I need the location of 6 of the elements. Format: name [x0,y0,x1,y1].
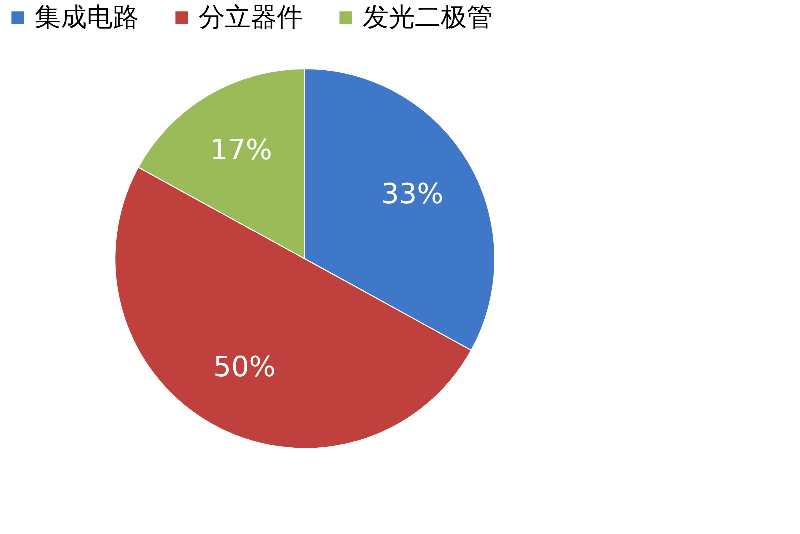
data-label: 50% [214,350,276,384]
legend-label: 分立器件 [199,3,303,33]
legend-label: 集成电路 [35,3,139,33]
data-label: 33% [381,177,444,210]
legend-label: 发光二极管 [363,3,493,33]
data-label: 17% [210,133,272,166]
